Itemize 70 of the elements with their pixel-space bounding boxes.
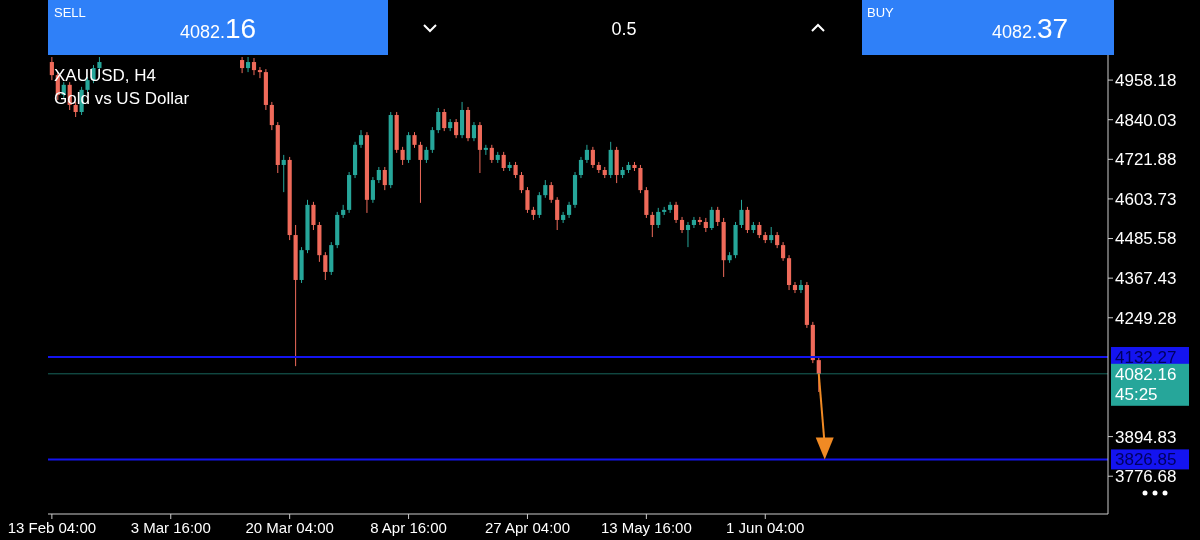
candlestick [656, 207, 661, 229]
candlestick [471, 121, 477, 142]
candlestick [240, 56, 245, 74]
candlestick [483, 144, 488, 156]
candlestick [555, 196, 560, 231]
candlestick [549, 181, 554, 204]
y-tick-label: 4603.73 [1115, 189, 1177, 209]
ref-line-label: 4132.27 [1115, 347, 1177, 367]
y-tick-label: 4367.43 [1115, 269, 1177, 289]
candlestick [715, 206, 720, 227]
candlestick [454, 118, 459, 139]
candlestick [251, 57, 257, 76]
text: 0.5 [611, 19, 637, 39]
candlestick [578, 156, 584, 179]
y-tick-label: 4249.28 [1115, 308, 1177, 328]
y-tick-label: 3894.83 [1115, 427, 1177, 447]
candlestick [418, 141, 423, 204]
text: BUY [867, 5, 895, 20]
candlestick [257, 66, 263, 79]
ref-line-label: 4082.16 [1115, 364, 1177, 384]
candlestick [781, 241, 786, 262]
candlestick [685, 221, 691, 248]
candlestick [400, 146, 405, 166]
candlestick [590, 146, 595, 169]
candlestick [281, 154, 286, 193]
x-tick-label: 1 Jun 04:00 [726, 519, 805, 536]
x-tick-label: 20 Mar 04:00 [245, 519, 334, 536]
candlestick [489, 144, 494, 164]
candlestick [561, 211, 566, 224]
candlestick [638, 164, 643, 194]
candlestick [792, 281, 798, 294]
candlestick [442, 108, 447, 132]
text: 45:25 [1115, 384, 1158, 404]
candlestick [519, 171, 524, 194]
candlestick [674, 201, 679, 224]
candlestick [537, 191, 542, 219]
candlestick [739, 199, 744, 229]
y-tick-label: 4840.03 [1115, 110, 1177, 130]
candlestick [382, 166, 387, 191]
candlestick [709, 206, 714, 231]
candlestick [745, 206, 750, 234]
x-tick-label: 27 Apr 04:00 [484, 519, 571, 536]
candlestick [584, 144, 589, 164]
text: 4082.16 [179, 13, 257, 44]
candlestick [49, 56, 54, 81]
candlestick [650, 211, 655, 238]
y-tick-label: 3776.68 [1115, 467, 1177, 487]
candlestick [370, 176, 375, 204]
candlestick [668, 201, 673, 214]
y-tick-label: 4958.18 [1115, 71, 1177, 91]
x-tick-label: 3 Mar 16:00 [130, 519, 211, 536]
candlestick [501, 151, 506, 172]
candlestick [691, 216, 697, 229]
ref-line-label: 3826.85 [1115, 450, 1177, 470]
x-tick-label: 13 Feb 04:00 [7, 519, 97, 536]
candlestick [430, 126, 435, 154]
y-tick-label: 4485.58 [1115, 229, 1177, 249]
candlestick [245, 56, 251, 73]
text: 4082.37 [991, 13, 1069, 44]
candlestick [269, 101, 274, 131]
x-tick-label: 8 Apr 16:00 [370, 519, 447, 536]
candlestick [697, 216, 702, 226]
text: SELL [54, 5, 86, 20]
candlestick [436, 107, 441, 134]
y-tick-label: 4721.88 [1115, 150, 1177, 170]
candlestick [323, 251, 328, 281]
candlestick [525, 186, 530, 214]
candlestick [798, 279, 804, 294]
candlestick [311, 201, 316, 231]
x-tick-label: 13 May 16:00 [600, 519, 692, 536]
